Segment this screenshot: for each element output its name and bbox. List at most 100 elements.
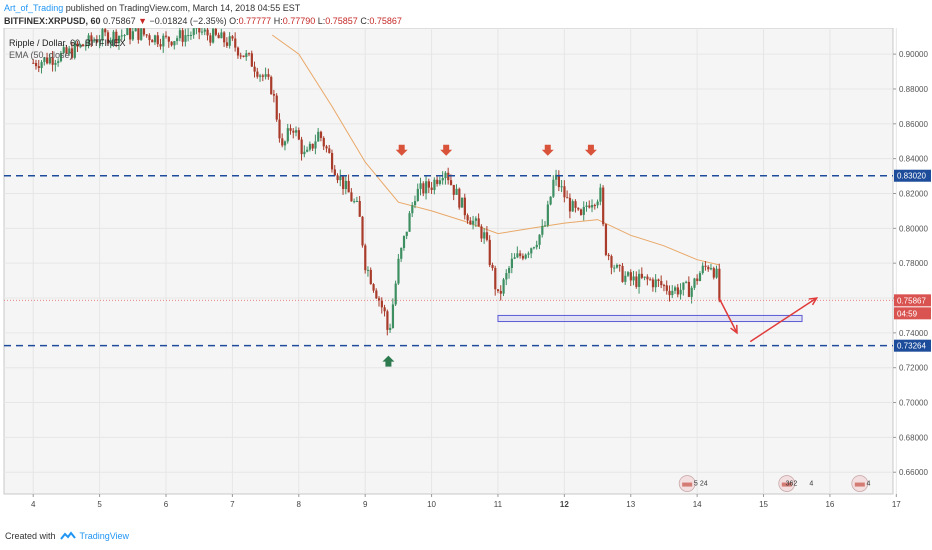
candle-body: [574, 201, 577, 208]
candle-body: [259, 75, 262, 77]
y-tick-label: 0.90000: [899, 50, 928, 59]
candle-body: [701, 265, 704, 274]
candle-body: [549, 196, 552, 205]
candle-body: [214, 28, 217, 35]
candle-body: [239, 55, 242, 57]
candle-body: [707, 266, 710, 270]
candle-body: [178, 30, 182, 39]
price-chart[interactable]: 0.90000 0.88000 0.86000 0.84000 0.82000 0.800…: [0, 20, 932, 522]
candle-body: [668, 290, 671, 296]
candle-body: [571, 201, 574, 212]
candle-body: [278, 119, 281, 139]
candle-body: [170, 41, 173, 46]
low-label: L:: [317, 16, 326, 26]
event-flag-icon: [781, 482, 792, 487]
x-tick-label: 15: [759, 500, 768, 509]
footer: Created with TradingView: [5, 531, 129, 541]
x-tick-label: 14: [693, 500, 702, 509]
candle-body: [59, 52, 63, 62]
candle-body: [145, 34, 148, 36]
candle-body: [198, 24, 201, 33]
x-tick-label: 5: [97, 500, 102, 509]
candle-body: [187, 35, 190, 37]
resistance-price-label-bg: [894, 169, 931, 182]
candle-body: [176, 38, 179, 42]
candle-body: [455, 188, 458, 195]
buy-arrow-icon: [382, 355, 395, 367]
candle-body: [602, 187, 605, 225]
event-flag-icon: [854, 482, 865, 487]
x-tick-label: 7: [230, 500, 235, 509]
candle-body: [496, 289, 500, 291]
time-axis[interactable]: 4 5 6 7 8 9 10 11 12 13 14 15 16 17: [31, 494, 901, 509]
support-price-label: 0.73264: [897, 342, 926, 351]
candle-body: [610, 256, 613, 268]
candle-body: [676, 287, 679, 295]
candle-body: [513, 257, 516, 259]
candle-body: [588, 205, 591, 208]
candle-body: [538, 234, 541, 245]
projection-up-arrow-line: [749, 297, 818, 343]
candle-body: [112, 31, 115, 41]
candle-body: [250, 53, 253, 67]
candle-body: [530, 248, 533, 254]
publish-line: Art_of_Trading published on TradingView.…: [4, 2, 402, 15]
candle-body: [264, 74, 267, 77]
candle-body: [212, 28, 215, 43]
price-axis[interactable]: 0.90000 0.88000 0.86000 0.84000 0.82000 0.800…: [893, 50, 931, 477]
candle-body: [438, 180, 442, 184]
x-tick-label: 11: [494, 500, 503, 509]
chart-header: Art_of_Trading published on TradingView.…: [4, 2, 402, 28]
candle-body: [712, 268, 715, 278]
tradingview-brand[interactable]: TradingView: [79, 531, 130, 541]
candle-body: [394, 283, 397, 305]
candle-body: [151, 40, 154, 43]
author-link[interactable]: Art_of_Trading: [4, 3, 64, 13]
candle-body: [657, 279, 660, 281]
candle-body: [117, 35, 121, 43]
candle-body: [283, 141, 287, 146]
candle-body: [416, 188, 419, 202]
change-down-icon: ▼: [138, 16, 148, 26]
candle-body: [660, 280, 663, 286]
candle-body: [220, 32, 223, 39]
candle-body: [82, 44, 85, 47]
candle-body: [640, 273, 644, 278]
candle-body: [297, 130, 300, 140]
candle-body: [46, 57, 49, 64]
candle-body: [698, 273, 702, 281]
candle-body: [662, 285, 666, 287]
candle-body: [325, 146, 328, 149]
candle-body: [34, 62, 38, 67]
candle-body: [402, 235, 406, 248]
candle-body: [638, 273, 641, 287]
candle-body: [674, 287, 677, 291]
candle-body: [353, 201, 356, 203]
candle-body: [137, 28, 140, 40]
candle-body: [709, 268, 713, 270]
candle-body: [508, 268, 511, 274]
chart-area[interactable]: 0.90000 0.88000 0.86000 0.84000 0.82000 0.800…: [0, 20, 932, 522]
candle-body: [181, 30, 184, 42]
candle-body: [460, 197, 464, 208]
candle-body: [189, 34, 193, 36]
candle-body: [228, 36, 231, 46]
candle-body: [292, 130, 295, 133]
candle-body: [87, 35, 90, 46]
candle-body: [256, 71, 259, 77]
candle-body: [120, 35, 123, 37]
x-tick-label: 17: [892, 500, 901, 509]
y-tick-label: 0.74000: [899, 329, 928, 338]
candle-body: [552, 179, 555, 197]
candle-body: [383, 307, 386, 312]
last-price-label: 0.75867: [897, 296, 926, 305]
candle-body: [430, 187, 433, 190]
candle-body: [286, 128, 289, 142]
candle-body: [502, 279, 505, 294]
candle-body: [206, 29, 209, 36]
candle-body: [164, 35, 168, 37]
candle-body: [344, 180, 348, 190]
candle-body: [51, 57, 54, 65]
candle-body: [380, 300, 383, 308]
candle-body: [200, 31, 204, 33]
